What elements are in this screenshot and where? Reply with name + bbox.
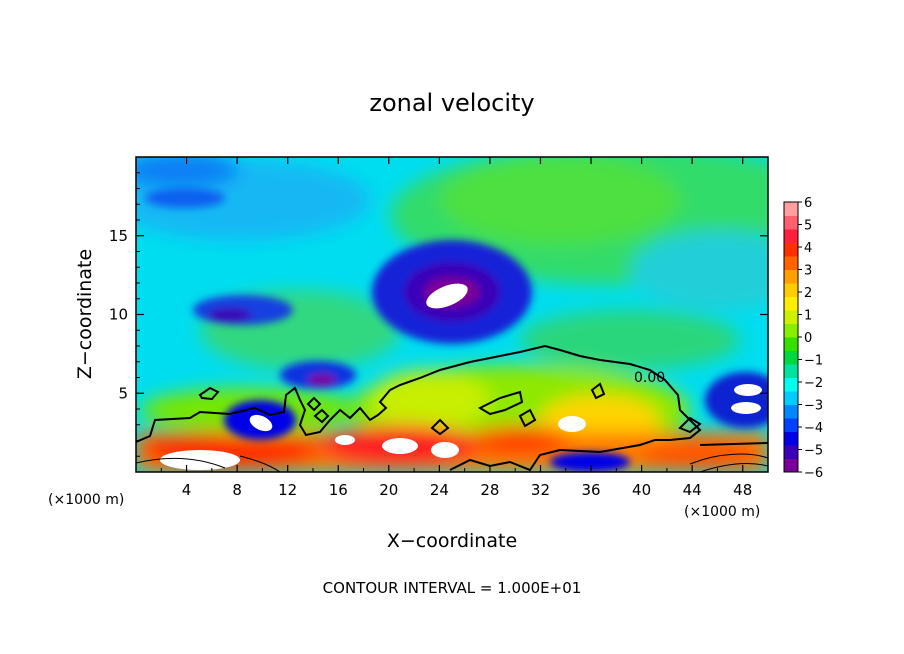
colorbar-label: 2: [804, 286, 812, 301]
colorbar-label: −5: [804, 444, 823, 459]
colorbar-segment: [784, 283, 798, 297]
contour-label: 0.00: [634, 370, 665, 386]
colorbar-segment: [784, 215, 798, 230]
colorbar-label: −1: [804, 354, 823, 369]
x-tick-label: 12: [278, 481, 297, 499]
colorbar-segment: [784, 418, 798, 432]
x-tick-label: 16: [329, 481, 348, 499]
colorbar-segment: [784, 269, 798, 284]
x-tick-label: 32: [531, 481, 550, 499]
y-axis-label: Z−coordinate: [74, 249, 96, 379]
x-tick-label: 44: [683, 481, 702, 499]
colorbar-label: 0: [804, 331, 812, 346]
x-axis-ticks: 4 8 12 16 20 24 28 32 36 40 44 48: [160, 157, 752, 499]
colorbar-segment: [784, 377, 798, 392]
y-axis-ticks: 5 10 15: [109, 172, 768, 457]
colorbar-segment: [784, 229, 798, 243]
y-tick-label: 15: [109, 227, 128, 245]
x-unit-right: (×1000 m): [684, 504, 760, 520]
colorbar-segment: [784, 256, 798, 270]
colorbar-segment: [784, 323, 798, 338]
colorbar-segment: [784, 391, 798, 405]
x-tick-label: 24: [430, 481, 449, 499]
x-axis-label: X−coordinate: [387, 530, 517, 552]
x-tick-label: 48: [733, 481, 752, 499]
x-tick-label: 8: [232, 481, 242, 499]
y-tick-label: 10: [109, 306, 128, 324]
colorbar-label: −3: [804, 399, 823, 414]
colorbar-segment: [784, 337, 798, 351]
colorbar-segment: [784, 242, 798, 257]
colorbar-segment: [784, 310, 798, 324]
x-tick-label: 20: [379, 481, 398, 499]
colorbar-label: 4: [804, 241, 812, 256]
x-tick-label: 4: [182, 481, 192, 499]
x-tick-label: 40: [632, 481, 651, 499]
colorbar-segment: [784, 445, 798, 459]
colorbar-segment: [784, 202, 798, 216]
x-unit-left: (×1000 m): [48, 492, 124, 508]
colorbar-segment: [784, 296, 798, 311]
heatmap-field: 0.00: [136, 157, 768, 472]
chart-title: zonal velocity: [369, 89, 534, 117]
colorbar: 6 5 4 3 2 1 0 −1 −2 −3 −4 −5 −6: [783, 196, 823, 481]
colorbar-label: −6: [804, 466, 823, 481]
colorbar-label: −4: [804, 421, 823, 436]
colorbar-label: 5: [804, 219, 812, 234]
contour-interval-note: CONTOUR INTERVAL = 1.000E+01: [323, 579, 582, 597]
colorbar-label: 3: [804, 264, 812, 279]
colorbar-segment: [784, 404, 798, 419]
x-tick-label: 28: [480, 481, 499, 499]
x-tick-label: 36: [581, 481, 600, 499]
colorbar-segment: [784, 458, 798, 473]
colorbar-label: 1: [804, 309, 812, 324]
colorbar-segment: [784, 364, 798, 378]
colorbar-label: 6: [804, 196, 812, 211]
colorbar-segment: [784, 350, 798, 365]
colorbar-segment: [784, 431, 798, 446]
colorbar-label: −2: [804, 376, 823, 391]
y-tick-label: 5: [118, 384, 128, 402]
